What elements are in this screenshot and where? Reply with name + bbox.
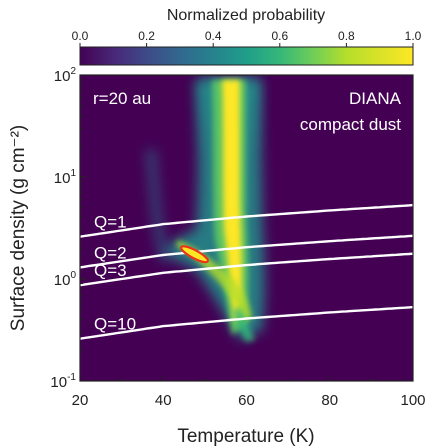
- heatmap-faint-streak: [146, 150, 170, 262]
- model-label-line2: compact dust: [300, 115, 401, 134]
- best-fit-marker: [179, 245, 209, 264]
- toomre-curve-line: [80, 252, 413, 287]
- colorbar-tick-label: 0.6: [271, 29, 288, 43]
- colorbar: [79, 46, 414, 66]
- x-axis-ticks: 20 40 60 80 100: [72, 376, 426, 409]
- model-label-line1: DIANA: [349, 89, 402, 108]
- colorbar-tick-label: 0.2: [138, 29, 155, 43]
- toomre-curve-label: Q=1: [94, 213, 127, 232]
- curve-labels: Q=1 Q=2Q=3 Q=10: [94, 213, 136, 334]
- x-tick-label: 40: [155, 392, 172, 409]
- toomre-curves: [80, 203, 413, 340]
- x-tick-label: 100: [400, 392, 425, 409]
- colorbar-ticks: 0.0 0.2 0.4 0.6 0.8 1.0: [72, 29, 422, 47]
- toomre-curve-label: Q=3: [94, 261, 127, 280]
- x-axis-label: Temperature (K): [177, 426, 314, 447]
- radius-label: r=20 au: [93, 89, 151, 108]
- heatmap-lower-tail: [232, 308, 255, 342]
- toomre-curve-label: Q=2: [94, 243, 127, 262]
- heatmap-yellow-ridge: [222, 80, 243, 322]
- toomre-curve-line: [80, 305, 413, 340]
- toomre-curve-label: Q=10: [94, 315, 136, 334]
- y-axis-label: Surface density (g cm⁻²): [8, 125, 29, 331]
- x-tick-label: 20: [72, 392, 89, 409]
- toomre-curve-line: [80, 234, 413, 269]
- y-tick-label: 100: [54, 270, 77, 289]
- y-tick-label: 101: [54, 168, 77, 187]
- x-tick-label: 60: [238, 392, 255, 409]
- colorbar-title: Normalized probability: [167, 7, 325, 24]
- heatmap-density: [146, 78, 265, 342]
- colorbar-tick-label: 1.0: [405, 29, 422, 43]
- y-tick-label: 102: [54, 66, 77, 85]
- y-tick-label: 10-1: [50, 372, 76, 391]
- best-fit-ellipse: [179, 245, 209, 264]
- toomre-curve-line: [80, 203, 413, 238]
- y-axis-ticks: 102 101 100 10-1: [50, 66, 86, 391]
- colorbar-tick-label: 0.4: [205, 29, 222, 43]
- x-tick-label: 80: [321, 392, 338, 409]
- colorbar-tick-label: 0.8: [338, 29, 355, 43]
- colorbar-tick-label: 0.0: [72, 29, 89, 43]
